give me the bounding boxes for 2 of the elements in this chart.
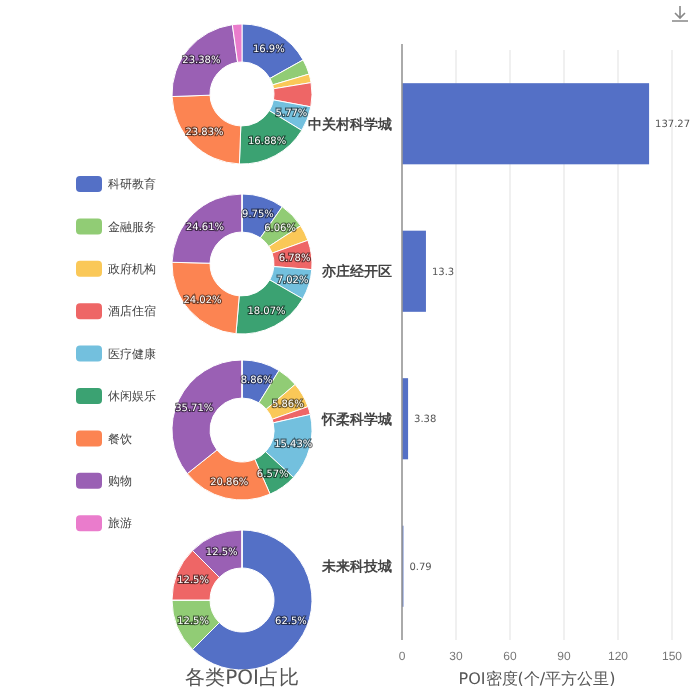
x-axis-title: POI密度(个/平方公里) [458, 670, 616, 688]
text: 各类POI占比 [185, 666, 299, 690]
